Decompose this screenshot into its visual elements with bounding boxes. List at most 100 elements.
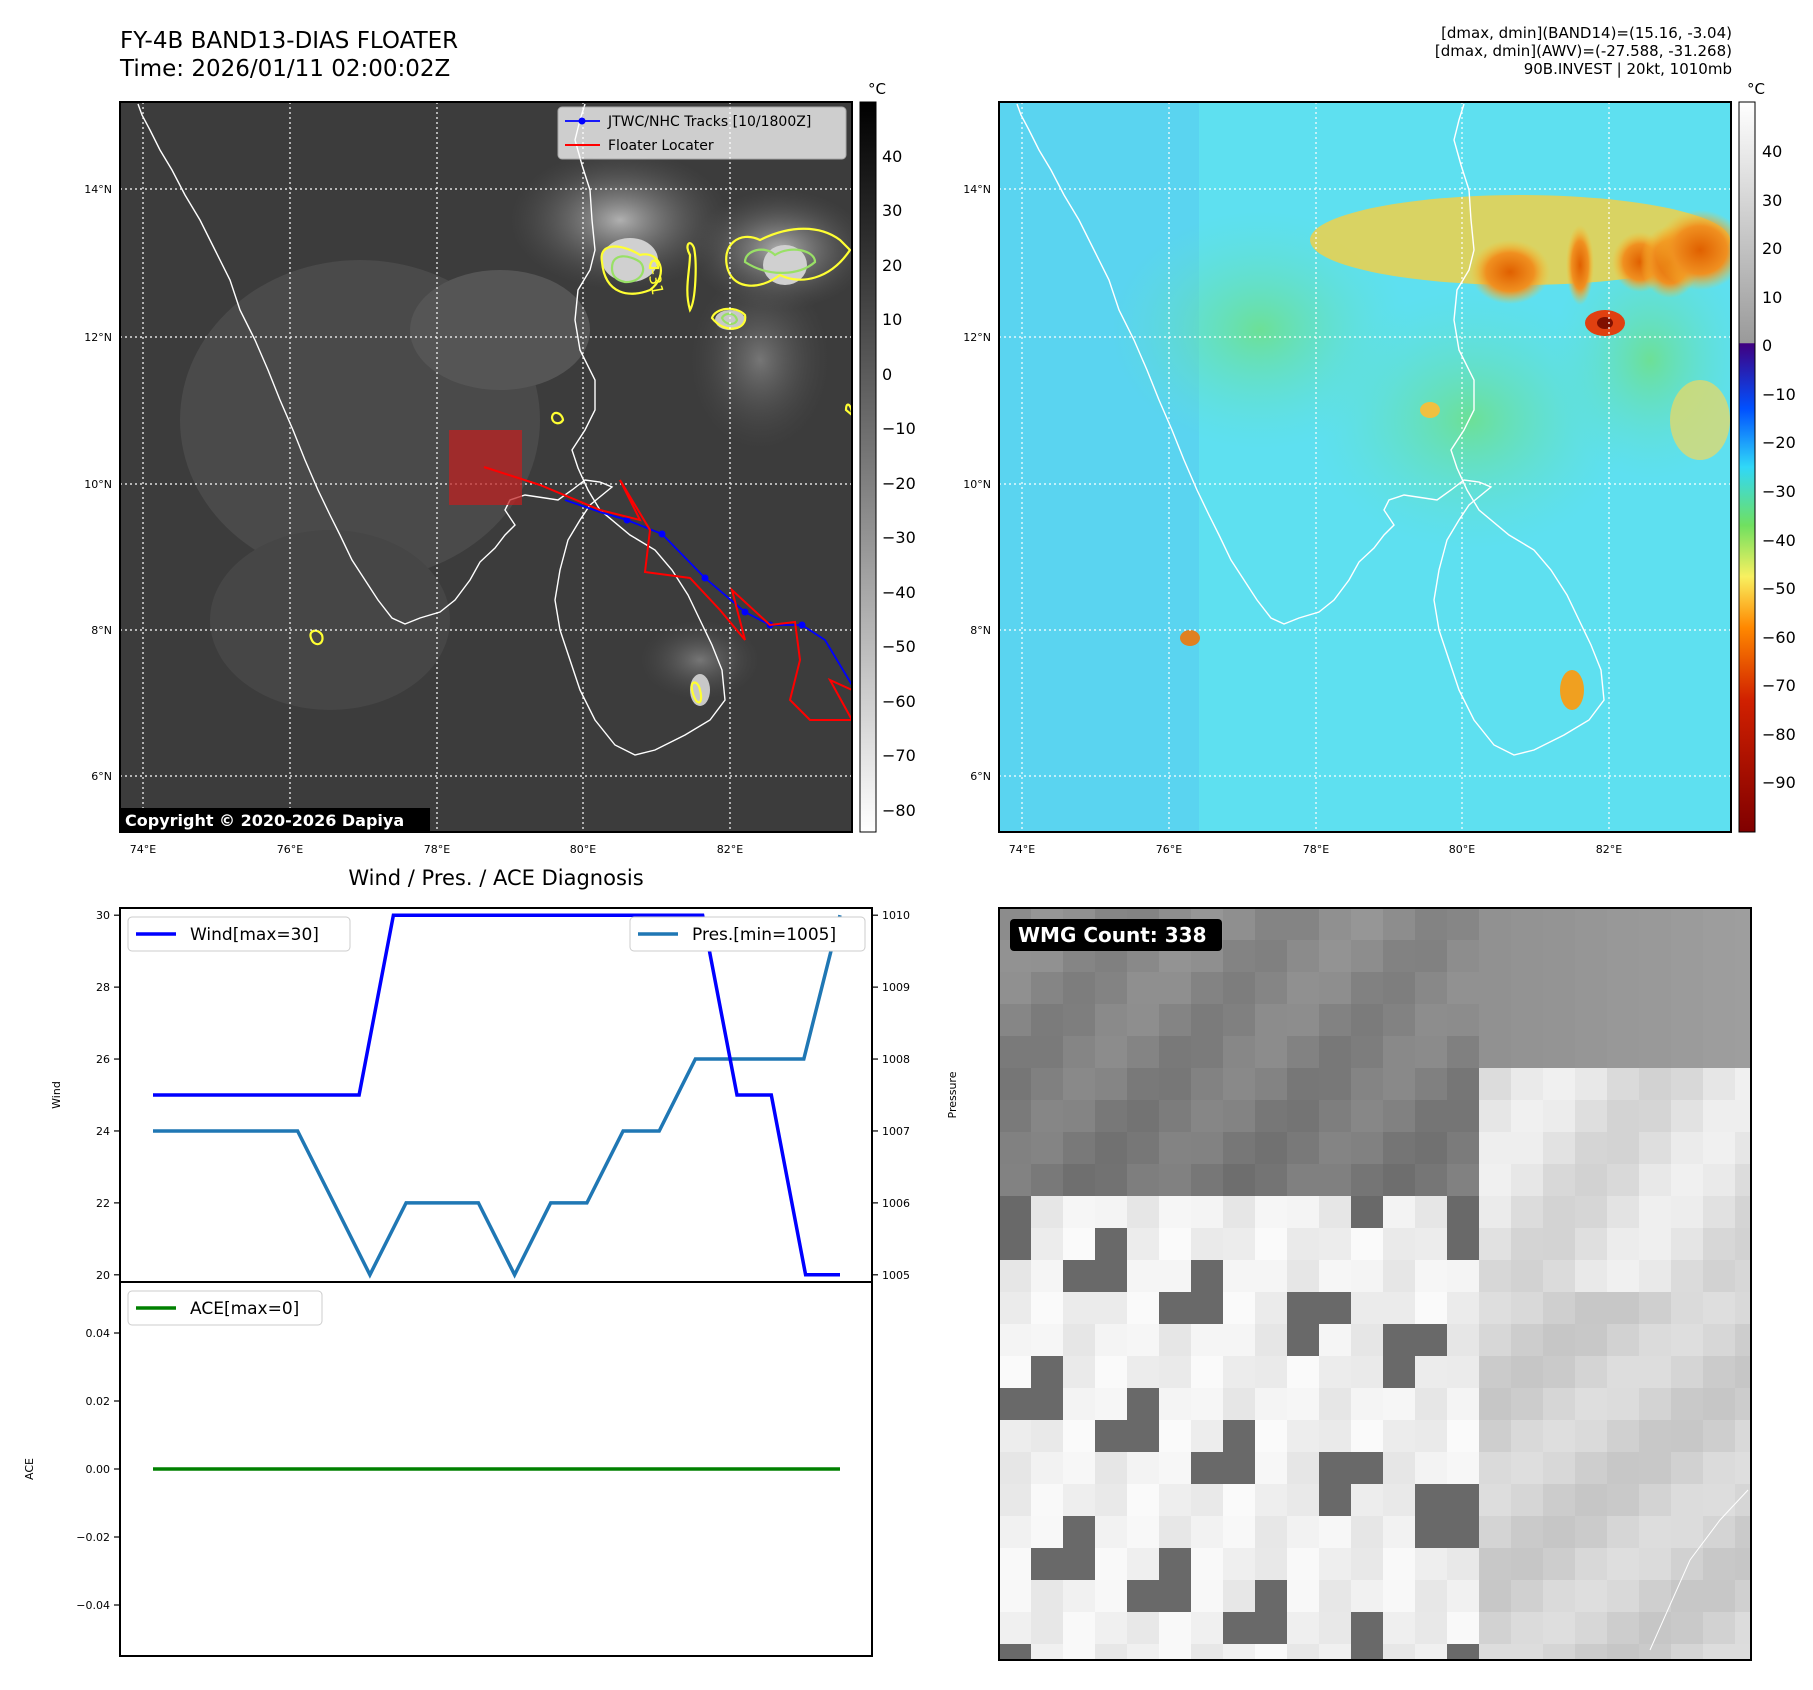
wmg-cell [1639,1100,1672,1133]
wmg-cell [1479,1356,1512,1389]
wmg-cell [1671,940,1704,973]
wmg-cell [1063,1548,1096,1581]
wmg-cell [1639,1484,1672,1517]
wmg-cell [999,1420,1032,1453]
wmg-cell [1575,1228,1608,1261]
wmg-cell [1671,1164,1704,1197]
ir-cbar-tick: 30 [882,201,902,220]
ir-lat-ticks: 14°N 12°N 10°N 8°N 6°N [84,183,112,783]
pres-tick-labels: 1010 1009 1008 1007 1006 1005 [872,909,910,1282]
wv-cbar-tick: −10 [1762,385,1796,404]
wmg-cell [1639,1548,1672,1581]
wmg-cell [1127,1068,1160,1101]
wmg-cell [999,1260,1032,1293]
wmg-cell [1639,972,1672,1005]
wmg-cell [1223,1164,1256,1197]
wmg-cell [1735,1452,1751,1485]
wv-cbar-tick: −90 [1762,773,1796,792]
wmg-cell [1159,1228,1192,1261]
wmg-cell [1127,1228,1160,1261]
wmg-cell [1095,1452,1128,1485]
wmg-cell [1031,1580,1064,1613]
wmg-cell [1319,1548,1352,1581]
ir-cbar-tick: −20 [882,474,916,493]
wmg-cell [1639,1324,1672,1357]
wmg-cell [1735,1100,1751,1133]
ir-frame [119,101,853,833]
wmg-cell [1031,1228,1064,1261]
wmg-cell [1671,1068,1704,1101]
wmg-cell [1159,1164,1192,1197]
wmg-cell [1735,1260,1751,1293]
wmg-cell [1383,1516,1416,1549]
wmg-cell [1447,1228,1480,1261]
wmg-cell [1287,1644,1320,1660]
ir-cbar-tick: −40 [882,583,916,602]
wmg-cell [1671,1580,1704,1613]
ir-colorbar-ticks: 40 30 20 10 0 −10 −20 −30 −40 −50 −60 −7… [882,147,916,820]
wmg-cell [1383,1356,1416,1389]
wmg-cell [1127,1644,1160,1660]
wmg-cell [1383,1228,1416,1261]
wmg-cell [1479,1420,1512,1453]
wmg-cell [1095,1580,1128,1613]
wmg-cell [1031,1484,1064,1517]
wmg-cell [1671,1100,1704,1133]
ir-lat-tick: 6°N [91,770,112,783]
wmg-cell [1031,1612,1064,1645]
wmg-cell [1063,1196,1096,1229]
wmg-panel: WMG Count: 338 [998,907,1752,1661]
wmg-cell [1127,1164,1160,1197]
wmg-cell [1607,1612,1640,1645]
wmg-cell [1287,1164,1320,1197]
wmg-cell [1031,1356,1064,1389]
wmg-cell [1479,1036,1512,1069]
wmg-cell [1063,1388,1096,1421]
wmg-cell [1319,1452,1352,1485]
wmg-cell [1223,1004,1256,1037]
wmg-cell [1223,1324,1256,1357]
wmg-cell [1479,1388,1512,1421]
wmg-cell [1639,1004,1672,1037]
wmg-cell [1031,1644,1064,1660]
wmg-cell [1287,1100,1320,1133]
wmg-cell [1191,1388,1224,1421]
wmg-cell [1095,1612,1128,1645]
wmg-cell [1351,908,1384,941]
awv-range: [dmax, dmin](AWV)=(-27.588, -31.268) [1434,42,1732,60]
wmg-cell [1159,1580,1192,1613]
wmg-cell [1511,972,1544,1005]
wmg-cell [1511,1612,1544,1645]
wmg-cell [1735,1548,1751,1581]
ir-legend: JTWC/NHC Tracks [10/1800Z] Floater Locat… [557,106,847,160]
ir-lon-tick: 82°E [717,843,743,856]
ir-cbar-tick: −10 [882,419,916,438]
wmg-cell [1159,1356,1192,1389]
wmg-cell [1287,1484,1320,1517]
wmg-cell [1351,1196,1384,1229]
wmg-cell [1511,1484,1544,1517]
wmg-cell [1639,1228,1672,1261]
wmg-cell [1639,940,1672,973]
wmg-cell [1607,1164,1640,1197]
wmg-cell [1447,1484,1480,1517]
wmg-cell [1351,1388,1384,1421]
wmg-cell [1415,1196,1448,1229]
wmg-cell [1543,908,1576,941]
wmg-cell [999,1292,1032,1325]
wmg-cell [1063,1644,1096,1660]
wmg-cell [999,1548,1032,1581]
wmg-cell [1575,1164,1608,1197]
wmg-cell [1671,1420,1704,1453]
wind-tick-label: 30 [96,909,110,922]
wmg-cell [1063,1612,1096,1645]
wmg-cell [1479,1164,1512,1197]
wmg-cell [1703,1644,1736,1660]
wmg-cell [1255,1324,1288,1357]
wmg-cell [1255,1612,1288,1645]
wv-cbar-tick: −60 [1762,628,1796,647]
wmg-cell [1479,1580,1512,1613]
wmg-cell [1575,972,1608,1005]
wmg-cell [1671,1132,1704,1165]
wmg-cell [1351,1260,1384,1293]
